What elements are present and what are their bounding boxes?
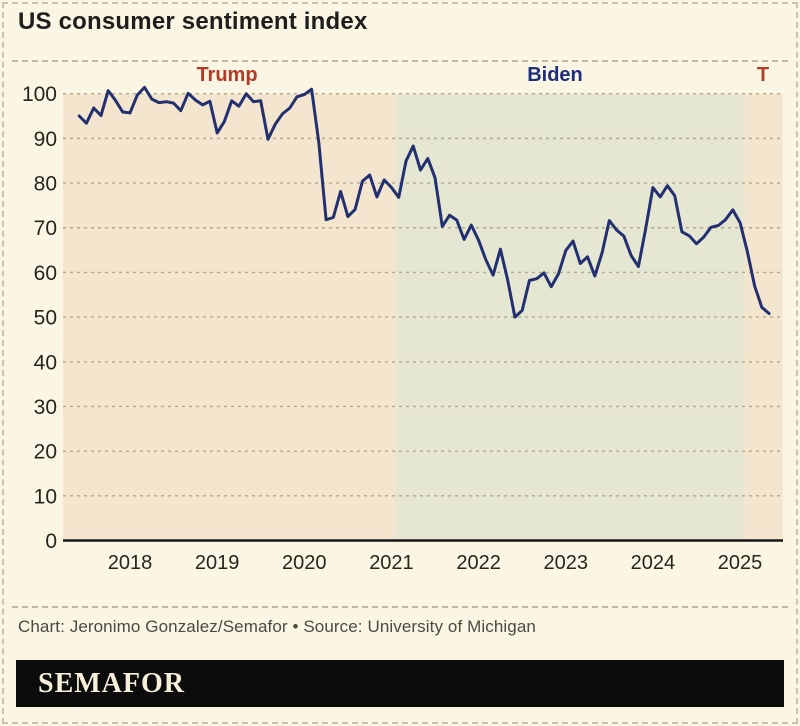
y-tick-label-80: 80 [34,173,57,196]
x-tick-label-2024: 2024 [631,552,676,574]
y-tick-label-10: 10 [34,485,57,508]
semafor-logo: SEMAFOR [38,667,185,699]
x-tick-label-2023: 2023 [544,552,589,574]
y-tick-label-50: 50 [34,307,57,330]
y-tick-label-60: 60 [34,262,57,285]
x-tick-label-2022: 2022 [456,552,501,574]
title-separator [12,60,788,62]
era-band-0 [63,93,395,541]
y-tick-label-20: 20 [34,441,57,464]
x-tick-label-2019: 2019 [195,552,240,574]
era-label-biden: Biden [527,64,583,86]
semafor-footer-bar: SEMAFOR [16,660,784,707]
era-label-trump2: T [756,64,770,86]
era-label-trump: Trump [196,64,258,86]
credit-separator [12,606,788,608]
y-tick-label-40: 40 [34,351,57,374]
x-tick-label-2025: 2025 [718,552,763,574]
y-tick-label-100: 100 [22,83,57,106]
chart-credit: Chart: Jeronimo Gonzalez/Semafor • Sourc… [18,617,536,636]
page-title: US consumer sentiment index [18,8,368,35]
y-tick-label-90: 90 [34,128,57,151]
x-tick-label-2020: 2020 [282,552,327,574]
y-tick-label-0: 0 [45,530,57,553]
y-tick-label-30: 30 [34,396,57,419]
y-tick-label-70: 70 [34,217,57,240]
x-tick-label-2018: 2018 [108,552,153,574]
sentiment-line [77,85,771,319]
x-tick-label-2021: 2021 [369,552,414,574]
